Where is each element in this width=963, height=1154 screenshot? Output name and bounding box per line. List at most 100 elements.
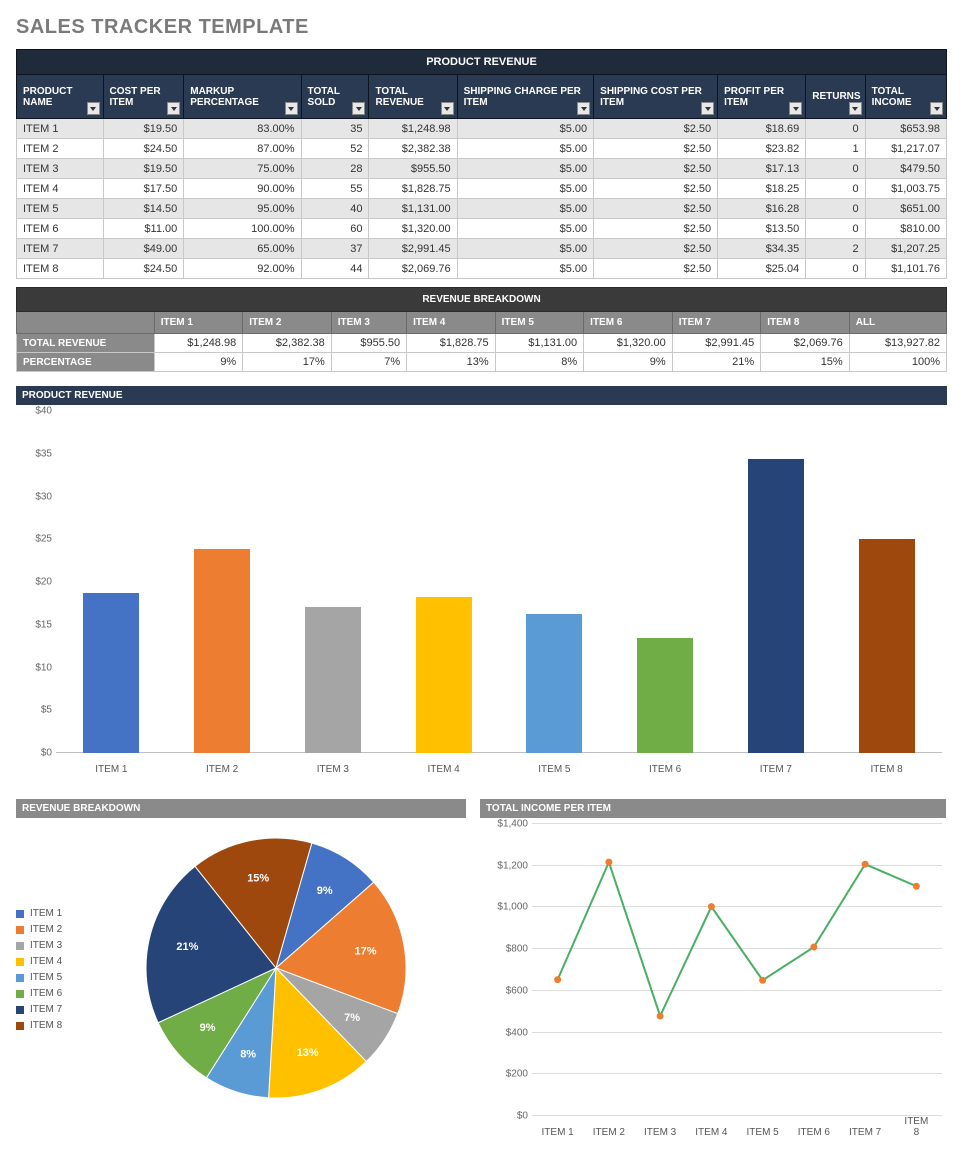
table-cell[interactable]: $19.50: [103, 159, 184, 179]
table-row[interactable]: ITEM 1$19.5083.00%35$1,248.98$5.00$2.50$…: [17, 119, 947, 139]
table-cell[interactable]: $2,069.76: [369, 259, 457, 279]
table-cell[interactable]: $14.50: [103, 199, 184, 219]
filter-icon[interactable]: [441, 102, 454, 115]
table-row[interactable]: ITEM 7$49.0065.00%37$2,991.45$5.00$2.50$…: [17, 239, 947, 259]
table-cell[interactable]: 2: [806, 239, 865, 259]
table-cell[interactable]: 40: [301, 199, 369, 219]
table-cell[interactable]: $2.50: [594, 259, 718, 279]
table-cell[interactable]: 90.00%: [184, 179, 301, 199]
table-cell[interactable]: 0: [806, 159, 865, 179]
table-cell[interactable]: $2.50: [594, 179, 718, 199]
table-cell[interactable]: $2.50: [594, 139, 718, 159]
table-cell[interactable]: $49.00: [103, 239, 184, 259]
filter-icon[interactable]: [167, 102, 180, 115]
table-cell[interactable]: $5.00: [457, 259, 594, 279]
table-cell[interactable]: $23.82: [718, 139, 806, 159]
table-cell[interactable]: $25.04: [718, 259, 806, 279]
table-cell[interactable]: $1,003.75: [865, 179, 946, 199]
table-cell[interactable]: 87.00%: [184, 139, 301, 159]
table-cell[interactable]: 52: [301, 139, 369, 159]
table-cell[interactable]: 0: [806, 179, 865, 199]
table-cell[interactable]: 100.00%: [184, 219, 301, 239]
table-cell[interactable]: ITEM 7: [17, 239, 104, 259]
table-cell[interactable]: 44: [301, 259, 369, 279]
pr-col-header[interactable]: TOTAL INCOME: [865, 75, 946, 119]
table-cell[interactable]: $1,131.00: [369, 199, 457, 219]
table-cell[interactable]: $5.00: [457, 219, 594, 239]
table-cell[interactable]: $2,991.45: [369, 239, 457, 259]
table-cell[interactable]: $1,217.07: [865, 139, 946, 159]
table-cell[interactable]: $1,828.75: [369, 179, 457, 199]
table-cell[interactable]: 65.00%: [184, 239, 301, 259]
pr-col-header[interactable]: SHIPPING CHARGE PER ITEM: [457, 75, 594, 119]
pr-col-header[interactable]: COST PER ITEM: [103, 75, 184, 119]
table-cell[interactable]: $1,207.25: [865, 239, 946, 259]
table-cell[interactable]: $2.50: [594, 159, 718, 179]
table-cell[interactable]: 83.00%: [184, 119, 301, 139]
pr-col-header[interactable]: PROFIT PER ITEM: [718, 75, 806, 119]
table-cell[interactable]: $2.50: [594, 119, 718, 139]
table-cell[interactable]: $17.50: [103, 179, 184, 199]
table-cell[interactable]: 0: [806, 199, 865, 219]
table-cell[interactable]: $5.00: [457, 179, 594, 199]
filter-icon[interactable]: [577, 102, 590, 115]
table-cell[interactable]: $2.50: [594, 239, 718, 259]
table-cell[interactable]: $653.98: [865, 119, 946, 139]
pr-col-header[interactable]: SHIPPING COST PER ITEM: [594, 75, 718, 119]
table-cell[interactable]: ITEM 4: [17, 179, 104, 199]
table-cell[interactable]: 0: [806, 119, 865, 139]
filter-icon[interactable]: [849, 102, 862, 115]
table-cell[interactable]: 37: [301, 239, 369, 259]
table-cell[interactable]: 60: [301, 219, 369, 239]
filter-icon[interactable]: [285, 102, 298, 115]
table-cell[interactable]: 35: [301, 119, 369, 139]
table-cell[interactable]: $16.28: [718, 199, 806, 219]
table-cell[interactable]: ITEM 6: [17, 219, 104, 239]
table-cell[interactable]: ITEM 2: [17, 139, 104, 159]
table-cell[interactable]: $13.50: [718, 219, 806, 239]
table-cell[interactable]: $2.50: [594, 219, 718, 239]
pr-col-header[interactable]: PRODUCT NAME: [17, 75, 104, 119]
filter-icon[interactable]: [701, 102, 714, 115]
table-cell[interactable]: ITEM 3: [17, 159, 104, 179]
pr-col-header[interactable]: RETURNS: [806, 75, 865, 119]
table-cell[interactable]: $810.00: [865, 219, 946, 239]
table-cell[interactable]: $24.50: [103, 259, 184, 279]
table-cell[interactable]: 28: [301, 159, 369, 179]
table-cell[interactable]: $24.50: [103, 139, 184, 159]
table-row[interactable]: ITEM 8$24.5092.00%44$2,069.76$5.00$2.50$…: [17, 259, 947, 279]
table-cell[interactable]: $955.50: [369, 159, 457, 179]
table-row[interactable]: ITEM 4$17.5090.00%55$1,828.75$5.00$2.50$…: [17, 179, 947, 199]
table-cell[interactable]: ITEM 1: [17, 119, 104, 139]
table-cell[interactable]: $1,320.00: [369, 219, 457, 239]
table-cell[interactable]: $479.50: [865, 159, 946, 179]
table-cell[interactable]: 75.00%: [184, 159, 301, 179]
table-cell[interactable]: 92.00%: [184, 259, 301, 279]
table-cell[interactable]: 55: [301, 179, 369, 199]
table-cell[interactable]: $5.00: [457, 119, 594, 139]
filter-icon[interactable]: [352, 102, 365, 115]
table-cell[interactable]: $1,248.98: [369, 119, 457, 139]
table-cell[interactable]: ITEM 8: [17, 259, 104, 279]
table-cell[interactable]: 95.00%: [184, 199, 301, 219]
table-cell[interactable]: $1,101.76: [865, 259, 946, 279]
table-cell[interactable]: $2,382.38: [369, 139, 457, 159]
table-cell[interactable]: ITEM 5: [17, 199, 104, 219]
table-cell[interactable]: $18.69: [718, 119, 806, 139]
filter-icon[interactable]: [87, 102, 100, 115]
table-cell[interactable]: 0: [806, 219, 865, 239]
filter-icon[interactable]: [930, 102, 943, 115]
table-row[interactable]: ITEM 5$14.5095.00%40$1,131.00$5.00$2.50$…: [17, 199, 947, 219]
filter-icon[interactable]: [789, 102, 802, 115]
table-cell[interactable]: $17.13: [718, 159, 806, 179]
table-cell[interactable]: $5.00: [457, 199, 594, 219]
pr-col-header[interactable]: TOTAL SOLD: [301, 75, 369, 119]
table-cell[interactable]: $651.00: [865, 199, 946, 219]
table-cell[interactable]: $5.00: [457, 159, 594, 179]
table-cell[interactable]: $19.50: [103, 119, 184, 139]
table-cell[interactable]: $5.00: [457, 139, 594, 159]
pr-col-header[interactable]: MARKUP PERCENTAGE: [184, 75, 301, 119]
table-cell[interactable]: 1: [806, 139, 865, 159]
table-cell[interactable]: 0: [806, 259, 865, 279]
table-cell[interactable]: $18.25: [718, 179, 806, 199]
